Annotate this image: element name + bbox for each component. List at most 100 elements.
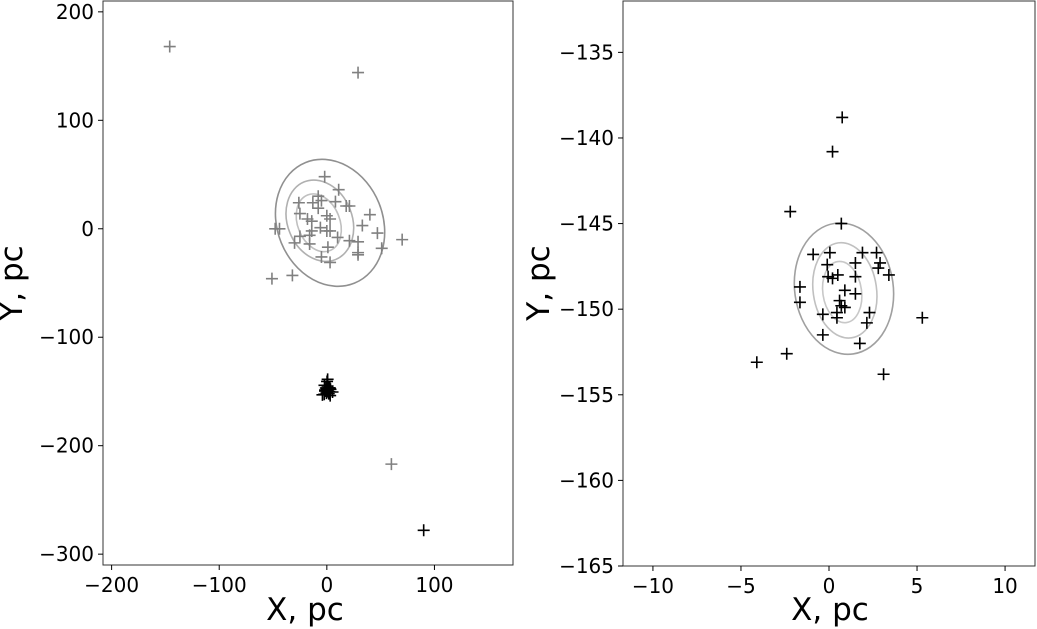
left-data-point — [417, 524, 430, 537]
left-y-tick-label: 200 — [56, 0, 94, 24]
right-data-point — [784, 205, 797, 218]
right-x-axis-label: X, pc — [791, 592, 869, 628]
right-density-contour-0 — [793, 222, 895, 356]
left-data-point — [318, 170, 331, 183]
right-axes-frame — [622, 0, 1036, 567]
left-data-point — [352, 235, 365, 248]
right-data-point — [853, 337, 866, 350]
right-data-point — [835, 217, 848, 230]
left-data-point — [352, 66, 365, 79]
left-data-point — [329, 195, 342, 208]
right-y-tick-label: −155 — [559, 383, 614, 407]
left-data-point — [343, 199, 356, 212]
left-data-point — [320, 209, 333, 222]
left-data-point — [315, 194, 328, 207]
right-data-point — [916, 311, 929, 324]
left-data-point — [332, 183, 345, 196]
right-data-point — [849, 287, 862, 300]
left-data-point — [265, 272, 278, 285]
left-y-tick-label: −100 — [39, 325, 94, 349]
right-data-point — [838, 301, 851, 314]
right-data-point — [877, 368, 890, 381]
left-data-point — [273, 222, 286, 235]
left-density-contour-0 — [274, 158, 386, 288]
left-x-tick-label: 0 — [320, 573, 333, 597]
left-data-point — [356, 219, 369, 232]
right-data-point — [856, 246, 869, 259]
right-data-point — [882, 268, 895, 281]
left-data-point — [292, 196, 305, 209]
right-data-point — [793, 296, 806, 309]
right-x-tick-label: 5 — [911, 574, 924, 598]
left-data-point — [324, 213, 337, 226]
left-x-tick-label: −100 — [192, 573, 247, 597]
right-y-tick-label: −160 — [559, 468, 614, 492]
left-x-axis-label: X, pc — [266, 592, 344, 628]
left-axes-frame — [102, 0, 514, 566]
right-y-tick-label: −165 — [559, 554, 614, 578]
right-x-tick-label: −5 — [726, 574, 755, 598]
left-data-point — [371, 227, 384, 240]
right-y-tick-label: −140 — [559, 126, 614, 150]
left-y-tick-label: −300 — [39, 542, 94, 566]
left-data-point — [163, 40, 176, 53]
right-x-tick-label: 10 — [992, 574, 1017, 598]
right-density-contour-1 — [811, 241, 878, 339]
left-data-point — [375, 242, 388, 255]
right-panel: X, pc Y, pc −10 −5 0 5 10 −135 −140 −145 −150 −15… — [521, 0, 1036, 628]
left-y-tick-label: 100 — [56, 108, 94, 132]
left-data-point — [312, 202, 325, 215]
left-data-point — [324, 389, 337, 402]
right-data-point — [838, 284, 851, 297]
right-data-point — [823, 246, 836, 259]
right-y-tick-label: −150 — [559, 297, 614, 321]
left-data-point — [396, 233, 409, 246]
right-data-point — [849, 270, 862, 283]
right-data-point — [872, 262, 885, 275]
left-data-point — [293, 230, 306, 243]
left-data-point — [321, 373, 334, 386]
left-y-axis-label: Y, pc — [0, 245, 30, 321]
left-data-point — [363, 208, 376, 221]
right-data-point — [836, 111, 849, 124]
left-data-point — [331, 231, 344, 244]
left-x-tick-label: 100 — [415, 573, 453, 597]
right-data-point — [874, 256, 887, 269]
right-density-contour-2 — [821, 260, 863, 324]
right-data-point — [816, 328, 829, 341]
left-data-point — [324, 256, 337, 269]
left-data-point — [314, 221, 327, 234]
left-data-point — [321, 241, 334, 254]
right-data-point — [780, 347, 793, 360]
left-data-point — [286, 269, 299, 282]
right-data-point — [793, 280, 806, 293]
left-y-tick-label: 0 — [81, 217, 94, 241]
right-data-point — [807, 248, 820, 261]
left-data-point — [303, 237, 316, 250]
left-data-point — [306, 196, 319, 209]
left-x-tick-label: −200 — [84, 573, 139, 597]
right-data-point — [849, 256, 862, 269]
left-data-point — [352, 248, 365, 261]
left-data-point — [343, 234, 356, 247]
left-data-point — [385, 458, 398, 471]
right-data-point — [821, 258, 834, 271]
right-data-point — [750, 356, 763, 369]
left-data-point — [324, 224, 337, 237]
right-data-point — [826, 272, 839, 285]
right-data-point — [833, 294, 846, 307]
left-data-point — [288, 236, 301, 249]
right-data-point — [860, 316, 873, 329]
right-y-tick-label: −135 — [559, 40, 614, 64]
right-data-point — [870, 246, 883, 259]
right-x-tick-label: −10 — [632, 574, 674, 598]
right-data-point — [826, 145, 839, 158]
left-data-point — [315, 250, 328, 263]
right-x-tick-label: 0 — [823, 574, 836, 598]
right-y-tick-label: −145 — [559, 212, 614, 236]
left-panel: X, pc Y, pc −200 −100 0 100 200 100 0 −100 −200 −… — [0, 0, 514, 628]
right-data-point — [863, 306, 876, 319]
right-data-point — [830, 311, 843, 324]
left-data-point — [293, 207, 306, 220]
